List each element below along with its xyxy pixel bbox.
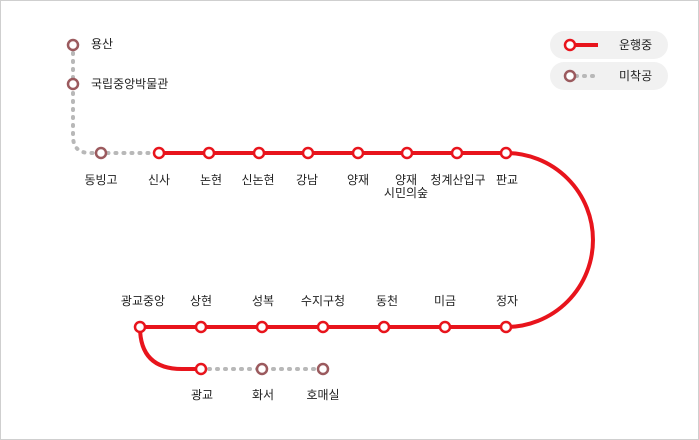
- station-label-gwanggyo: 광교: [190, 388, 214, 402]
- station-marker-yongsan: [66, 38, 80, 52]
- station-label-dongbinggo: 동빙고: [84, 173, 118, 187]
- station-label-sanghyeon: 상현: [189, 294, 213, 308]
- station-marker-jeongja: [499, 320, 513, 334]
- station-label-gangnam: 강남: [295, 173, 319, 187]
- station-label-sinnonhyeon: 신논현: [241, 173, 275, 187]
- station-marker-seongbuk: [255, 320, 269, 334]
- station-label-homaesil: 호매실: [306, 388, 340, 402]
- station-label-suji: 수지구청: [300, 294, 346, 308]
- station-label-yangjae-forest-line1: 양재: [394, 173, 418, 187]
- station-marker-cheonggyesan: [450, 146, 464, 160]
- legend-operating: 운행중: [550, 31, 668, 59]
- operating-legend-icon: [563, 38, 598, 52]
- station-marker-migeum: [438, 320, 452, 334]
- station-marker-gwanggyo-jungang: [133, 320, 147, 334]
- station-marker-suji: [316, 320, 330, 334]
- station-marker-gwanggyo: [194, 362, 208, 376]
- station-label-seongbuk: 성복: [251, 294, 275, 308]
- station-marker-sinnonhyeon: [252, 146, 266, 160]
- station-marker-yangjae-forest: [400, 146, 414, 160]
- legend-unbuilt: 미착공: [550, 62, 668, 90]
- legend-unbuilt-label: 미착공: [619, 69, 653, 83]
- station-marker-hwaseo: [255, 362, 269, 376]
- station-label-yangjae-forest-line2: 시민의숲: [383, 186, 429, 200]
- planned-line-north: [71, 43, 161, 155]
- station-marker-pangyo: [499, 146, 513, 160]
- legend-operating-label: 운행중: [619, 38, 653, 52]
- station-label-gwanggyo-jungang: 광교중앙: [120, 294, 166, 308]
- station-label-hwaseo: 화서: [251, 388, 275, 402]
- station-label-dongcheon: 동천: [375, 294, 399, 308]
- station-label-national-museum: 국립중앙박물관: [91, 77, 169, 91]
- station-marker-sinsa: [152, 146, 166, 160]
- station-label-yangjae: 양재: [346, 173, 370, 187]
- station-marker-dongbinggo: [94, 146, 108, 160]
- operating-line: [137, 151, 595, 371]
- station-label-sinsa: 신사: [147, 173, 171, 187]
- station-marker-sanghyeon: [194, 320, 208, 334]
- station-label-nonhyeon: 논현: [199, 173, 223, 187]
- station-label-migeum: 미금: [433, 294, 457, 308]
- unbuilt-legend-icon: [563, 69, 602, 83]
- station-marker-nonhyeon: [202, 146, 216, 160]
- station-label-cheonggyesan: 청계산입구: [430, 173, 486, 187]
- station-label-jeongja: 정자: [495, 294, 519, 308]
- station-marker-yangjae: [351, 146, 365, 160]
- station-marker-homaesil: [316, 362, 330, 376]
- station-marker-dongcheon: [377, 320, 391, 334]
- station-label-pangyo: 판교: [495, 173, 519, 187]
- station-marker-national-museum: [66, 77, 80, 91]
- station-marker-gangnam: [301, 146, 315, 160]
- station-label-yongsan: 용산: [91, 37, 114, 51]
